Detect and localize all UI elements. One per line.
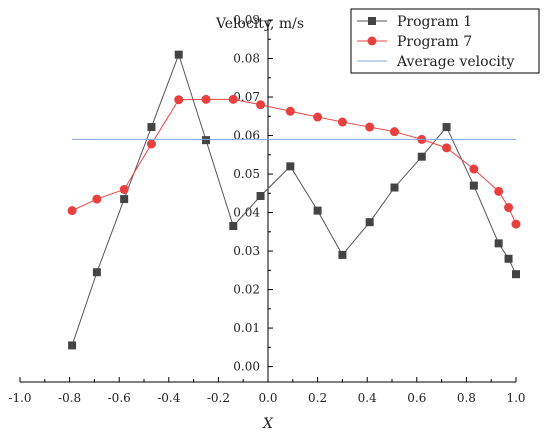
data-point: [442, 123, 451, 132]
series-1: [68, 50, 520, 350]
y-tick-label: 0.08: [233, 52, 260, 66]
data-point: [146, 139, 156, 149]
data-point: [469, 164, 479, 174]
data-point: [92, 268, 101, 277]
data-point: [442, 143, 452, 153]
x-axis-title: X: [262, 416, 274, 432]
x-tick-label: 1.0: [506, 391, 525, 405]
data-point: [201, 94, 211, 104]
x-tick-label: 0.2: [308, 391, 327, 405]
series-line: [71, 53, 517, 346]
data-point: [174, 95, 184, 105]
x-tick-label: -0.6: [108, 391, 131, 405]
data-point: [494, 239, 503, 248]
data-point: [338, 250, 347, 259]
data-point: [147, 123, 156, 132]
x-tick-label: -0.2: [207, 391, 230, 405]
y-tick-label: 0.01: [233, 321, 260, 335]
x-tick-label: 0.6: [407, 391, 426, 405]
data-point: [512, 270, 520, 279]
data-point: [511, 219, 521, 229]
y-tick-label: 0.03: [233, 244, 260, 258]
legend-label: Average velocity: [396, 54, 515, 70]
x-tick-label: -0.8: [58, 391, 81, 405]
data-point: [504, 203, 514, 213]
data-point: [174, 50, 183, 59]
data-point: [202, 136, 210, 145]
data-point: [337, 117, 347, 127]
legend-label: Program 1: [397, 14, 472, 30]
data-point: [67, 206, 77, 216]
data-point: [228, 94, 238, 104]
series-2: [67, 94, 521, 229]
data-point: [119, 184, 129, 194]
y-axis-title: Velocity, m/s: [215, 16, 304, 32]
data-point: [390, 183, 399, 192]
x-tick-label: 0.0: [258, 391, 277, 405]
data-point: [313, 112, 323, 122]
y-tick-label: 0.05: [233, 167, 260, 181]
data-point: [494, 186, 504, 196]
legend-label: Program 7: [397, 34, 472, 50]
y-tick-label: 0.02: [233, 283, 260, 297]
data-point: [68, 341, 77, 350]
legend-marker: [367, 36, 377, 46]
y-tick-label: 0.06: [233, 129, 260, 143]
data-point: [120, 195, 129, 204]
y-tick-label: 0.04: [233, 206, 260, 220]
data-point: [92, 194, 102, 204]
data-point: [313, 206, 322, 215]
x-tick-label: -0.4: [157, 391, 181, 405]
y-tick-label: 0.00: [233, 360, 260, 374]
legend-marker: [368, 17, 376, 25]
data-point: [285, 106, 295, 116]
data-point: [256, 191, 265, 200]
data-point: [365, 122, 375, 132]
legend: Program 1 Program 7 Average velocity: [350, 8, 540, 74]
data-point: [229, 222, 238, 231]
x-tick-label: -1.0: [8, 391, 31, 405]
data-point: [365, 218, 374, 227]
data-point: [389, 127, 399, 137]
data-point: [469, 181, 478, 190]
x-tick-label: 0.8: [457, 391, 476, 405]
data-point: [286, 162, 295, 171]
data-point: [504, 254, 513, 263]
y-tick-label: 0.09: [233, 13, 260, 27]
series-layer: [67, 50, 521, 350]
data-point: [417, 152, 426, 161]
data-point: [256, 100, 266, 110]
x-tick-label: 0.4: [358, 391, 377, 405]
axes: -1.0 -0.8 -0.6 -0.4 -0.2 0.0 0.2 0.4 0.6 0.8 1.0 0.…: [8, 13, 525, 405]
